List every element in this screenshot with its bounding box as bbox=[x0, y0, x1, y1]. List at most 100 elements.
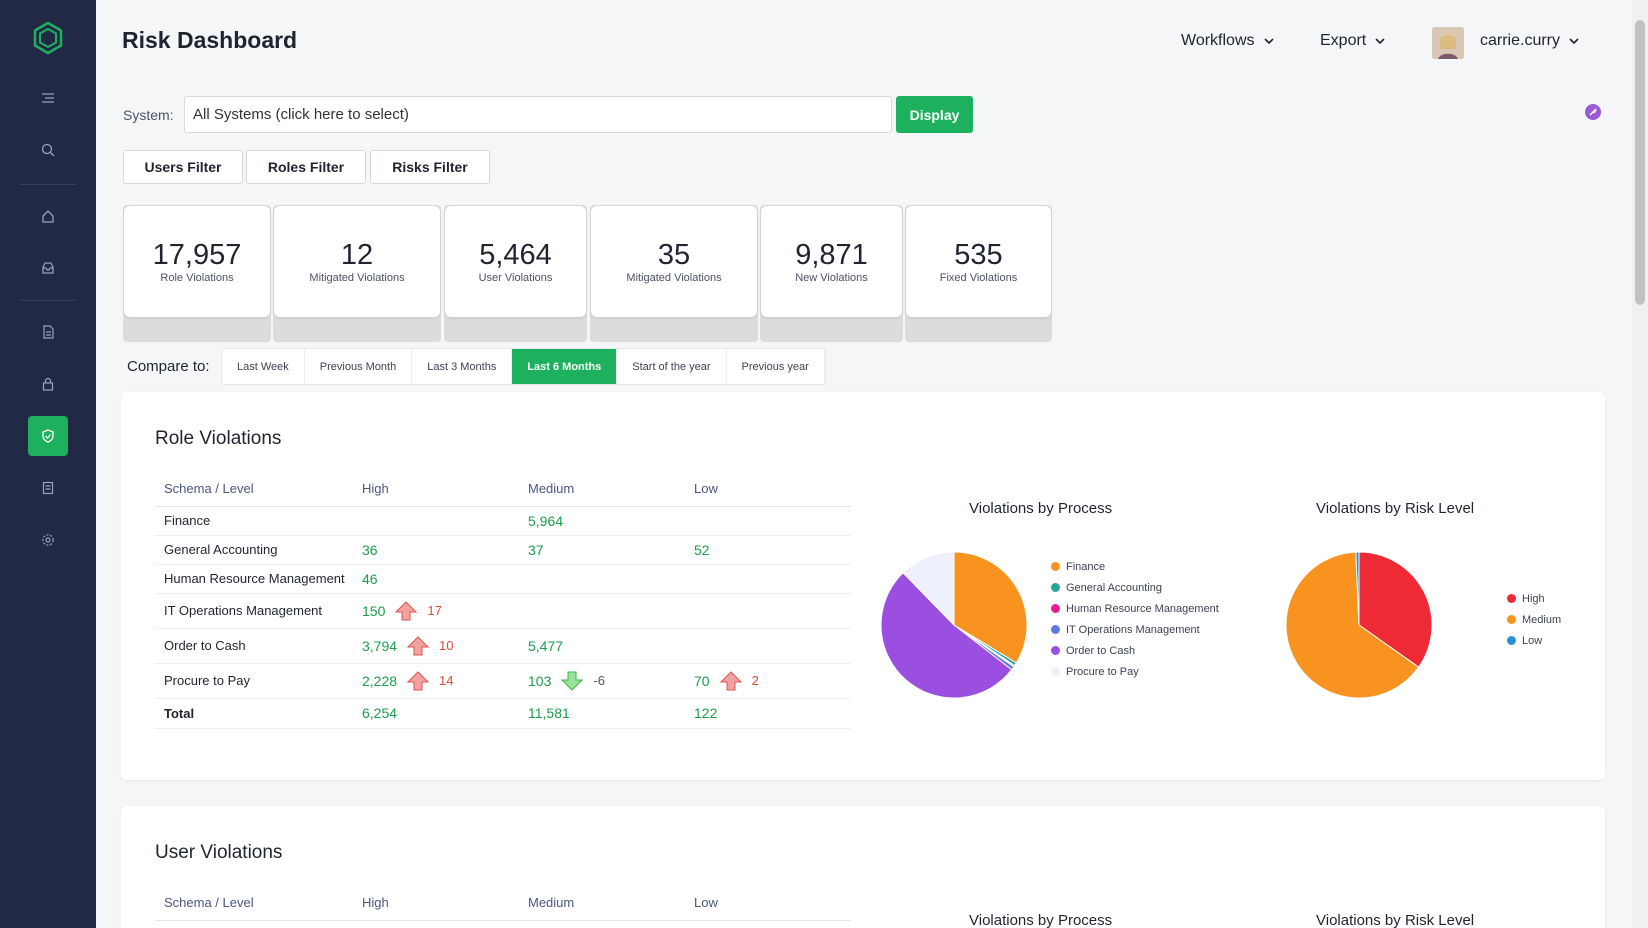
user-violations-table: Schema / Level High Medium Low bbox=[155, 886, 851, 921]
table-row[interactable]: Order to Cash 3,794 10 5,477 bbox=[155, 628, 851, 664]
table-row[interactable]: Procure to Pay 2,228 14 103 -6 70 2 bbox=[155, 663, 851, 699]
kpi-card[interactable]: 35 Mitigated Violations bbox=[590, 205, 758, 342]
legend-item[interactable]: Low bbox=[1507, 630, 1561, 651]
settings-icon[interactable] bbox=[28, 520, 68, 560]
legend-label: IT Operations Management bbox=[1066, 623, 1200, 636]
risks-filter-button[interactable]: Risks Filter bbox=[370, 150, 490, 184]
kpi-card[interactable]: 535 Fixed Violations bbox=[905, 205, 1052, 342]
username: carrie.curry bbox=[1480, 32, 1561, 49]
legend-item[interactable]: High bbox=[1507, 588, 1561, 609]
legend-item[interactable]: Order to Cash bbox=[1051, 640, 1219, 661]
role-violations-panel: Role Violations Schema / Level High Medi… bbox=[121, 392, 1605, 780]
column-header: Medium bbox=[519, 886, 685, 921]
kpi-label: Mitigated Violations bbox=[309, 271, 405, 284]
column-header: High bbox=[353, 472, 519, 507]
shield-icon[interactable] bbox=[28, 416, 68, 456]
chevron-down-icon bbox=[1263, 38, 1274, 45]
medium-value: 5,964 bbox=[528, 512, 564, 529]
tab-last-week[interactable]: Last Week bbox=[222, 349, 305, 384]
row-name: General Accounting bbox=[155, 535, 353, 565]
search-icon[interactable] bbox=[28, 130, 68, 170]
report-icon[interactable] bbox=[28, 468, 68, 508]
total-row: Total 6,254 11,581 122 bbox=[155, 698, 851, 729]
system-label: System: bbox=[123, 107, 174, 123]
kpi-card[interactable]: 12 Mitigated Violations bbox=[273, 205, 441, 342]
kpi-value: 9,871 bbox=[795, 238, 868, 271]
legend-item[interactable]: Procure to Pay bbox=[1051, 661, 1219, 682]
avatar[interactable] bbox=[1432, 27, 1464, 59]
tab-previous-month[interactable]: Previous Month bbox=[305, 349, 413, 384]
row-name: Human Resource Management bbox=[155, 564, 353, 594]
kpi-card[interactable]: 9,871 New Violations bbox=[760, 205, 903, 342]
pie-slice-medium[interactable] bbox=[1285, 551, 1420, 699]
roles-filter-button[interactable]: Roles Filter bbox=[246, 150, 366, 184]
risk-pie-chart[interactable] bbox=[1284, 550, 1434, 700]
arrow-down-icon bbox=[561, 671, 584, 691]
scrollbar[interactable] bbox=[1632, 0, 1648, 928]
table-row[interactable]: Human Resource Management 46 bbox=[155, 564, 851, 594]
high-value: 2,228 bbox=[362, 672, 398, 689]
process-pie-chart[interactable] bbox=[879, 550, 1029, 700]
high-value: 46 bbox=[362, 570, 378, 587]
system-select-input[interactable] bbox=[184, 96, 892, 133]
low-value: 52 bbox=[694, 541, 710, 558]
users-filter-button[interactable]: Users Filter bbox=[123, 150, 243, 184]
legend-swatch bbox=[1507, 636, 1516, 645]
legend-label: Order to Cash bbox=[1066, 644, 1136, 657]
high-value: 36 bbox=[362, 541, 378, 558]
tab-last-3-months[interactable]: Last 3 Months bbox=[412, 349, 513, 384]
rocket-icon[interactable] bbox=[1585, 104, 1601, 125]
tab-start-of-year[interactable]: Start of the year bbox=[617, 349, 727, 384]
kpi-value: 12 bbox=[340, 238, 374, 271]
menu-toggle-icon[interactable] bbox=[28, 78, 68, 118]
display-button[interactable]: Display bbox=[896, 96, 973, 133]
kpi-card[interactable]: 5,464 User Violations bbox=[444, 205, 587, 342]
column-header: Schema / Level bbox=[155, 472, 353, 507]
legend-item[interactable]: Human Resource Management bbox=[1051, 598, 1219, 619]
legend-label: Medium bbox=[1522, 613, 1562, 626]
page-title: Risk Dashboard bbox=[122, 27, 298, 53]
compare-tabs: Last Week Previous Month Last 3 Months L… bbox=[221, 348, 826, 385]
pie-slice-order-to-cash[interactable] bbox=[880, 572, 1013, 699]
low-delta: 2 bbox=[751, 673, 759, 688]
legend-item[interactable]: Finance bbox=[1051, 556, 1219, 577]
legend-label: Human Resource Management bbox=[1066, 602, 1219, 615]
workflows-menu[interactable]: Workflows bbox=[1181, 32, 1275, 50]
scroll-thumb[interactable] bbox=[1635, 20, 1645, 305]
legend-item[interactable]: Medium bbox=[1507, 609, 1561, 630]
legend-swatch bbox=[1051, 583, 1060, 592]
pie-slice-high[interactable] bbox=[1358, 551, 1433, 668]
legend-item[interactable]: IT Operations Management bbox=[1051, 619, 1219, 640]
legend-item[interactable]: General Accounting bbox=[1051, 577, 1219, 598]
chevron-down-icon bbox=[1569, 38, 1579, 45]
pie-slice-procure-to-pay[interactable] bbox=[902, 551, 955, 627]
table-row[interactable]: IT Operations Management 150 17 bbox=[155, 593, 851, 629]
legend-swatch bbox=[1507, 594, 1516, 603]
medium-value: 103 bbox=[528, 672, 552, 689]
inbox-icon[interactable] bbox=[28, 248, 68, 288]
table-row[interactable]: Finance 5,964 bbox=[155, 506, 851, 536]
document-icon[interactable] bbox=[28, 312, 68, 352]
home-icon[interactable] bbox=[28, 196, 68, 236]
chart-title: Violations by Process bbox=[969, 500, 1113, 517]
pie-slice-finance[interactable] bbox=[953, 551, 1028, 664]
user-menu[interactable]: carrie.curry bbox=[1480, 32, 1580, 50]
kpi-label: Role Violations bbox=[160, 271, 234, 284]
legend-swatch bbox=[1051, 604, 1060, 613]
arrow-up-icon bbox=[395, 600, 418, 620]
process-legend: Finance General Accounting Human Resource … bbox=[1051, 556, 1219, 682]
column-header: High bbox=[353, 886, 519, 921]
legend-swatch bbox=[1051, 562, 1060, 571]
pie-slice-low[interactable] bbox=[1355, 551, 1360, 626]
kpi-card[interactable]: 17,957 Role Violations bbox=[123, 205, 271, 342]
table-row[interactable]: General Accounting 36 37 52 bbox=[155, 535, 851, 565]
lock-icon[interactable] bbox=[28, 364, 68, 404]
user-violations-panel: User Violations Schema / Level High Medi… bbox=[121, 806, 1605, 928]
tab-last-6-months[interactable]: Last 6 Months bbox=[512, 349, 618, 384]
app-logo[interactable] bbox=[30, 20, 66, 56]
legend-label: Procure to Pay bbox=[1066, 665, 1139, 678]
role-violations-table: Schema / Level High Medium Low Finance 5… bbox=[155, 472, 851, 729]
export-menu[interactable]: Export bbox=[1320, 32, 1386, 50]
tab-previous-year[interactable]: Previous year bbox=[727, 349, 825, 384]
column-header: Low bbox=[685, 472, 851, 507]
